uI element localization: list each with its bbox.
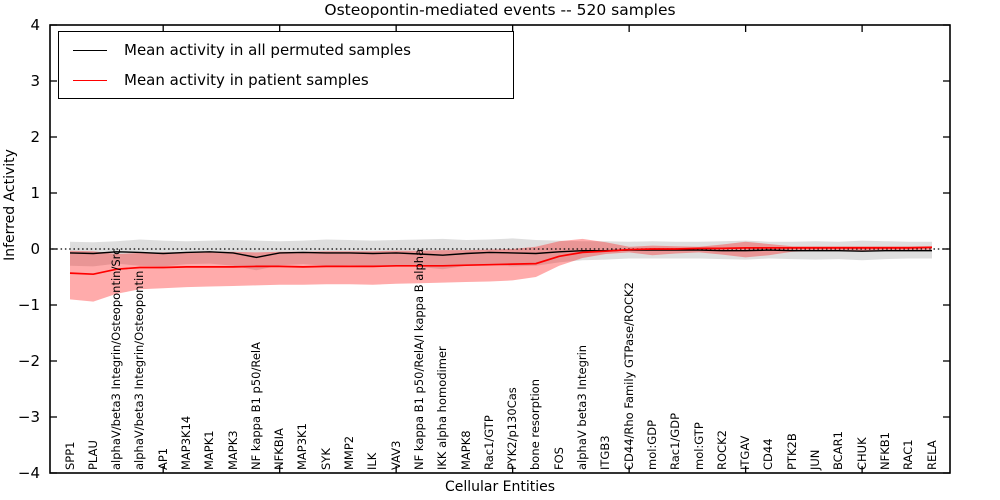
y-tick-label: 3 — [30, 72, 40, 90]
y-tick-label: 2 — [30, 128, 40, 146]
x-tick-label: mol:GDP — [644, 419, 659, 470]
x-tick-label: FOS — [551, 447, 566, 470]
x-tick-label: CD44/Rho Family GTPase/ROCK2 — [621, 282, 636, 470]
x-tick-label: MAP3K1 — [295, 423, 310, 470]
legend-line-permuted-icon — [73, 49, 107, 51]
patient-mean-line — [69, 246, 933, 276]
x-tick-label: NF kappa B1 p50/RelA — [248, 342, 263, 470]
y-tick-label: 4 — [30, 16, 40, 34]
x-tick-label: alphaV beta3 Integrin — [575, 344, 590, 470]
legend-item-patient: Mean activity in patient samples — [73, 65, 513, 95]
x-tick-label: JUN — [808, 449, 822, 470]
x-tick-label: ROCK2 — [714, 430, 729, 470]
x-tick-label: PYK2/p130Cas — [505, 387, 520, 470]
x-tick-label: PTK2B — [784, 433, 799, 470]
y-tick-label: 0 — [30, 240, 40, 258]
x-tick-label: NF kappa B1 p50/RelA/I kappa B alpha — [411, 248, 426, 470]
x-tick-label: bone resorption — [528, 379, 543, 470]
x-tick-label: VAV3 — [388, 440, 403, 470]
permuted-mean-line — [69, 249, 932, 259]
y-tick-label: −1 — [17, 296, 40, 314]
x-axis-label: Cellular Entities — [444, 479, 556, 495]
x-tick-label: MAP3K14 — [178, 415, 193, 470]
x-tick-label: CD44 — [761, 438, 776, 470]
x-tick-label: alphaV/beta3 Integrin/Osteopontin — [132, 270, 147, 470]
x-tick-label: MAPK1 — [202, 430, 217, 470]
x-tick-label: IKK alpha homodimer — [435, 346, 450, 470]
x-tick-label: alphaV/beta3 Integrin/Osteopontin/Src — [109, 248, 124, 470]
legend-line-patient-icon — [73, 79, 107, 81]
x-tick-label: NFKBIA — [272, 428, 287, 470]
x-tick-label: NFKB1 — [877, 432, 892, 470]
x-tick-label: Rac1/GTP — [481, 415, 496, 470]
y-tick-label: 1 — [30, 184, 40, 202]
x-tick-label: ITGAV — [738, 435, 753, 470]
x-tick-label: ITGB3 — [598, 435, 613, 470]
x-tick-label: SYK — [318, 448, 333, 470]
chart-title: Osteopontin-mediated events -- 520 sampl… — [324, 1, 676, 19]
x-tick-label: PLAU — [85, 440, 100, 470]
legend: Mean activity in all permuted samples Me… — [58, 31, 514, 99]
legend-label-permuted: Mean activity in all permuted samples — [124, 41, 411, 59]
patient-band — [70, 238, 932, 302]
legend-item-permuted: Mean activity in all permuted samples — [73, 35, 513, 65]
permuted-band — [70, 238, 932, 271]
x-tick-label: SPP1 — [62, 441, 77, 471]
y-axis-label: Inferred Activity — [2, 149, 18, 261]
legend-label-patient: Mean activity in patient samples — [124, 71, 369, 89]
x-tick-label: BCAR1 — [831, 431, 846, 470]
x-tick-label: ILK — [365, 452, 380, 470]
x-tick-label: MAPK3 — [225, 430, 240, 470]
x-tick-label: RAC1 — [901, 439, 916, 470]
x-tick-label: mol:GTP — [691, 422, 706, 470]
x-tick-label: MMP2 — [342, 435, 357, 470]
x-tick-label: CHUK — [854, 437, 869, 470]
x-tick-label: RELA — [924, 440, 939, 470]
y-tick-label: −2 — [17, 352, 40, 370]
x-tick-label: Rac1/GDP — [668, 412, 683, 470]
y-tick-label: −3 — [17, 408, 40, 426]
y-tick-label: −4 — [17, 464, 40, 482]
x-tick-label: MAPK8 — [458, 430, 473, 470]
x-tick-label: AP1 — [155, 447, 170, 470]
